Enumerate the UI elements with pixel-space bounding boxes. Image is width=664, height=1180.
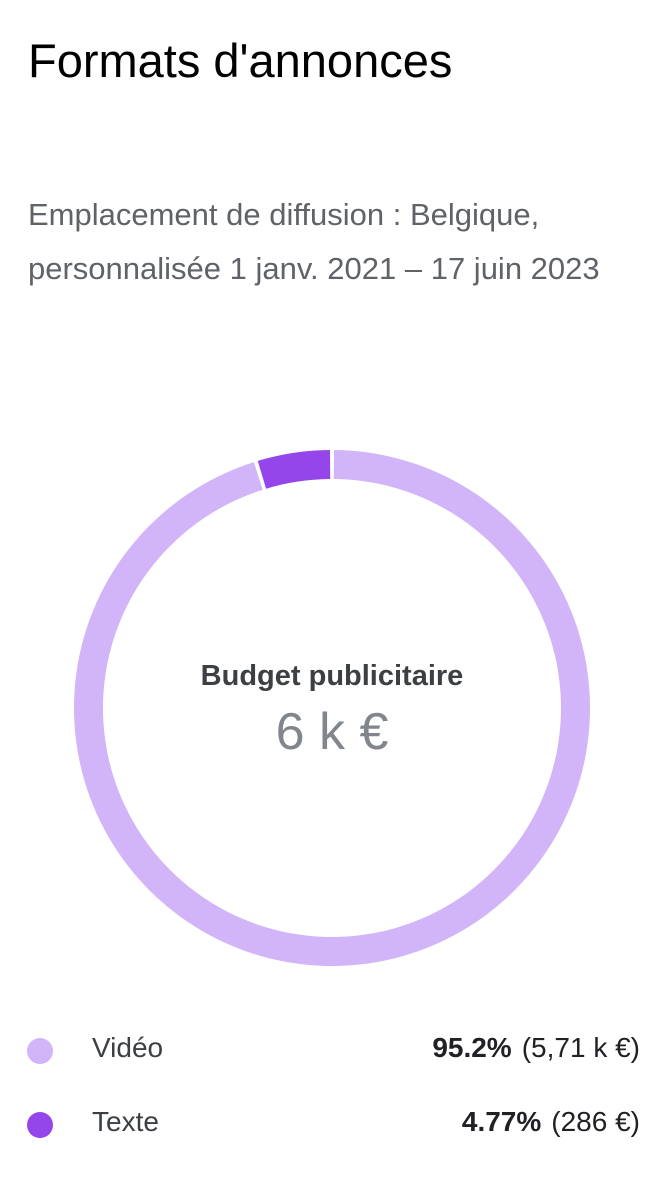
legend-swatch-texte (27, 1112, 53, 1138)
donut-slice-texte[interactable] (257, 450, 331, 489)
legend-amount-video: (5,71 k €) (521, 1032, 640, 1063)
legend-item-video[interactable]: Vidéo 95.2% (5,71 k €) (0, 1010, 664, 1084)
legend-item-texte[interactable]: Texte 4.77% (286 €) (0, 1084, 664, 1158)
center-label: Budget publicitaire (200, 660, 464, 692)
donut-chart (73, 450, 590, 967)
page-subtitle: Emplacement de diffusion : Belgique, per… (28, 197, 600, 286)
legend-value-texte: 4.77% (286 €) (462, 1106, 640, 1138)
legend-percent-texte: 4.77% (461, 1106, 542, 1137)
legend-label-video: Vidéo (92, 1032, 164, 1063)
legend-label-texte: Texte (92, 1106, 159, 1137)
legend-value-video: 95.2% (5,71 k €) (432, 1032, 640, 1064)
legend-amount-texte: (286 €) (551, 1106, 640, 1137)
legend-percent-video: 95.2% (432, 1032, 512, 1063)
center-value: 6 k € (275, 703, 389, 761)
legend-swatch-video (27, 1038, 53, 1064)
page-title: Formats d'annonces (28, 34, 453, 87)
legend: Vidéo 95.2% (5,71 k €) Texte 4.77% (286 €) (0, 1010, 664, 1158)
